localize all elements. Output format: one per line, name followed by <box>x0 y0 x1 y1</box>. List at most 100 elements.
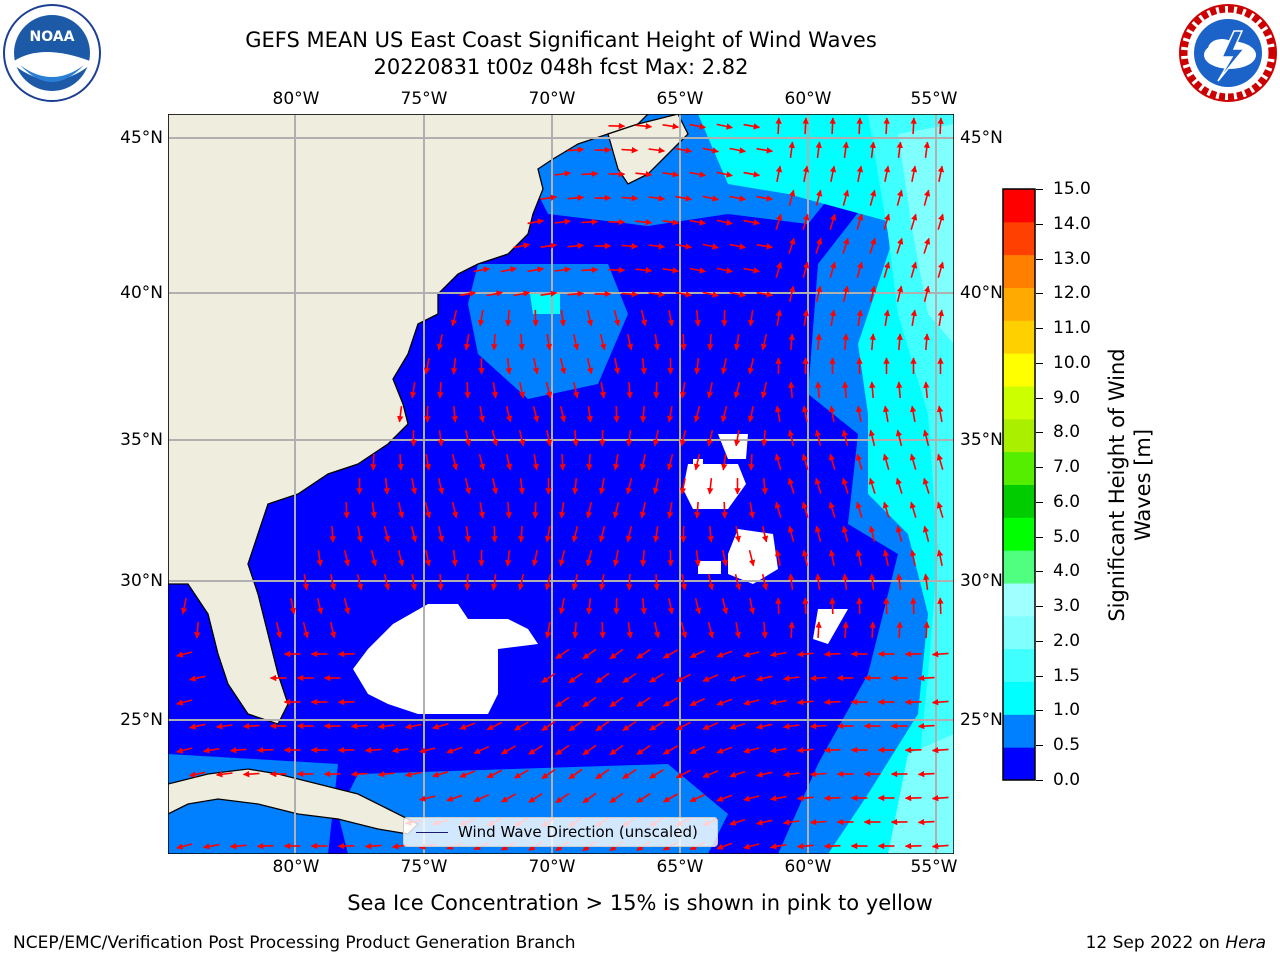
wave-arrow <box>572 429 579 447</box>
wave-arrow <box>760 382 768 399</box>
wave-arrow <box>694 357 701 375</box>
wave-arrow <box>514 769 529 779</box>
wave-arrow <box>451 357 458 375</box>
wave-arrow <box>756 675 773 682</box>
wave-arrow <box>545 382 553 399</box>
wave-arrow <box>743 843 760 850</box>
wave-arrow <box>567 146 585 153</box>
wave-arrow <box>910 117 917 135</box>
wave-arrow <box>464 573 471 591</box>
wave-arrow <box>869 189 877 206</box>
wave-arrow <box>923 237 931 254</box>
colorbar-tick-label: 0.5 <box>1053 735 1081 756</box>
wave-arrow <box>883 117 890 135</box>
wave-arrow <box>568 720 583 732</box>
wave-arrow <box>635 171 653 178</box>
colorbar-tick-label: 1.0 <box>1053 700 1081 721</box>
wave-arrow <box>796 699 814 706</box>
lon-tick-bottom: 70°W <box>528 857 576 877</box>
wave-arrow <box>544 525 552 543</box>
wave-arrow <box>505 309 512 327</box>
wave-arrow <box>478 405 486 423</box>
colorbar-tick-mark <box>1036 293 1043 295</box>
colorbar-tick-mark <box>1036 640 1043 642</box>
wave-arrow <box>882 405 890 423</box>
wave-arrow <box>473 793 490 803</box>
wave-arrow <box>829 117 836 135</box>
wave-arrow <box>423 358 431 375</box>
wave-arrow <box>667 309 675 327</box>
colorbar-tick-mark <box>1036 432 1043 434</box>
footer-org: NCEP/EMC/Verification Post Processing Pr… <box>13 933 576 953</box>
wave-arrow <box>478 501 486 519</box>
wave-arrow <box>437 429 444 447</box>
wave-arrow <box>555 696 570 708</box>
wave-arrow <box>937 213 945 230</box>
wave-arrow <box>760 334 768 351</box>
colorbar-cell <box>1003 517 1035 551</box>
wave-arrow <box>883 165 891 182</box>
wave-arrow <box>202 843 220 850</box>
wave-arrow <box>829 213 837 230</box>
wave-arrow <box>595 720 610 732</box>
colorbar-cell <box>1003 747 1035 781</box>
wave-arrow <box>459 290 477 297</box>
wave-arrow <box>856 165 864 182</box>
wave-arrow <box>716 219 733 226</box>
wave-arrow <box>554 170 572 177</box>
wave-arrow <box>640 310 648 327</box>
wave-arrow <box>572 382 580 399</box>
wave-arrow <box>716 267 733 274</box>
wave-arrow <box>706 382 714 399</box>
wave-arrow <box>424 549 432 567</box>
lon-tick-top: 75°W <box>400 89 448 109</box>
wave-arrow <box>841 429 849 446</box>
wave-arrow <box>586 358 594 375</box>
wave-arrow <box>917 818 935 826</box>
wave-arrow <box>788 333 795 351</box>
wave-arrow <box>796 843 814 850</box>
wave-arrow <box>666 501 674 519</box>
wave-arrow <box>756 819 773 826</box>
wave-arrow <box>910 213 918 230</box>
wave-arrow <box>567 290 585 297</box>
wave-arrow <box>869 237 877 254</box>
wave-arrow <box>743 219 761 226</box>
wave-arrow <box>775 597 782 615</box>
wave-arrow <box>622 720 637 732</box>
wave-arrow <box>829 261 837 278</box>
colorbar-tick-label: 0.0 <box>1053 770 1081 790</box>
colorbar-tick-label: 1.5 <box>1053 665 1081 686</box>
wave-arrow <box>756 291 774 298</box>
wave-arrow <box>936 501 944 518</box>
wave-arrow <box>787 477 795 494</box>
lat-tick-left: 30°N <box>120 571 163 591</box>
wave-arrow <box>491 381 498 399</box>
wave-arrow <box>585 550 593 567</box>
wave-arrow <box>541 672 556 684</box>
wave-arrow <box>505 454 513 471</box>
wave-arrow <box>896 237 904 254</box>
lon-tick-bottom: 55°W <box>910 857 958 877</box>
wave-arrow <box>675 291 693 298</box>
wave-arrow <box>782 771 800 778</box>
wave-arrow <box>675 721 691 731</box>
wave-arrow <box>923 333 930 351</box>
lat-tick-right: 40°N <box>960 283 1003 303</box>
wave-arrow <box>626 621 633 639</box>
wave-arrow <box>769 843 787 850</box>
wave-arrow <box>559 358 567 375</box>
wave-arrow <box>545 429 553 447</box>
wave-arrow <box>572 477 579 495</box>
wave-arrow <box>505 549 512 567</box>
wave-arrow <box>571 574 579 591</box>
wave-arrow <box>815 141 822 159</box>
wave-arrow <box>775 261 783 278</box>
wave-arrow <box>882 549 890 566</box>
wave-arrow <box>896 141 903 159</box>
wave-arrow <box>815 285 823 302</box>
wave-arrow <box>910 261 918 278</box>
wave-arrow <box>680 333 687 351</box>
wave-arrow <box>729 147 747 154</box>
wave-arrow <box>856 213 864 230</box>
